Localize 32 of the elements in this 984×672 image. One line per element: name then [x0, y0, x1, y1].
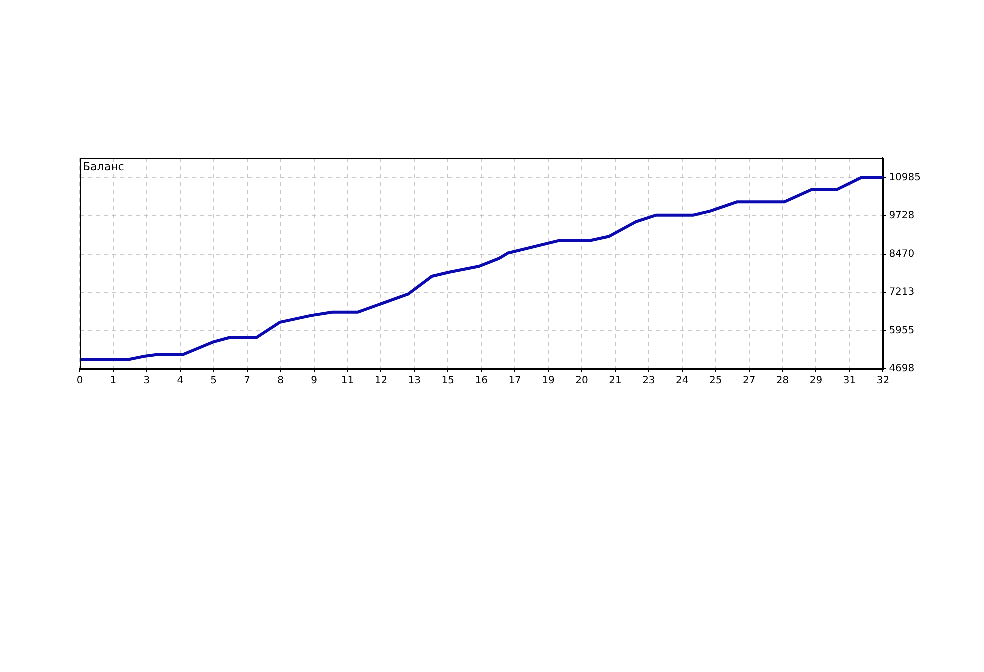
x-tick-label: 21	[609, 376, 622, 387]
chart-title: Баланс	[83, 160, 124, 174]
x-tick-label: 29	[810, 376, 823, 387]
x-tick-label: 8	[278, 376, 284, 387]
x-tick-label: 13	[408, 376, 422, 387]
y-tick-label: 7213	[889, 287, 915, 298]
x-tick-label: 31	[843, 376, 856, 387]
x-tick-label: 16	[475, 376, 488, 387]
x-tick-label: 0	[76, 376, 84, 387]
x-tick-label: 17	[508, 376, 522, 387]
x-tick-label: 24	[676, 376, 689, 387]
x-tick-label: 11	[341, 376, 354, 387]
y-tick-label: 9728	[889, 210, 915, 222]
x-tick-label: 9	[311, 376, 318, 387]
x-tick-label: 23	[642, 376, 656, 387]
x-tick-label: 1	[110, 376, 117, 387]
x-tick-label: 15	[442, 376, 455, 387]
y-tick-label: 5955	[889, 325, 915, 336]
y-tick-label: 10985	[889, 172, 921, 184]
x-tick-label: 19	[542, 376, 555, 387]
x-tick-label: 12	[374, 376, 388, 387]
x-tick-label: 28	[776, 376, 790, 387]
y-tick-label: 4698	[889, 364, 915, 375]
x-tick-label: 27	[742, 376, 756, 387]
x-tick-label: 4	[177, 376, 184, 387]
x-tick-label: 3	[144, 376, 150, 387]
x-tick-label: 32	[876, 376, 890, 387]
x-tick-label: 5	[210, 376, 218, 387]
x-tick-label: 25	[709, 376, 722, 387]
y-tick-label: 8470	[889, 248, 915, 260]
x-tick-label: 7	[244, 376, 251, 387]
x-tick-label: 20	[576, 376, 588, 387]
